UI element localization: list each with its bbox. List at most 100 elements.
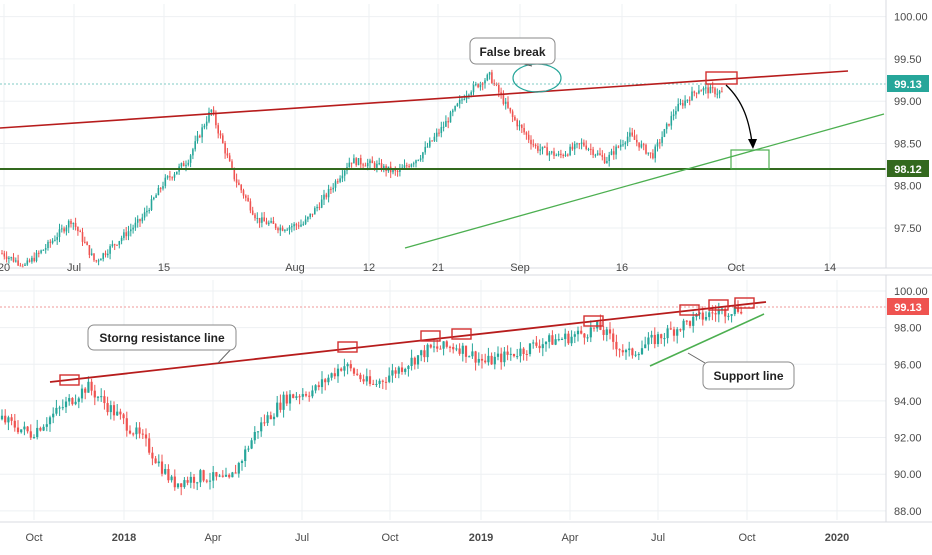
weekly-touch-marker-3[interactable] bbox=[420, 330, 441, 342]
candle-body bbox=[640, 144, 643, 148]
candle-body bbox=[628, 348, 631, 351]
candle-body bbox=[33, 257, 35, 262]
weekly-touch-marker-6[interactable] bbox=[679, 304, 700, 316]
daily-chart-pane[interactable]: False break 100.00 99.50 99.00 98.50 98.00 97… bbox=[0, 0, 929, 268]
candle-body bbox=[268, 222, 270, 225]
candle-body bbox=[192, 149, 194, 156]
candle-body bbox=[394, 370, 397, 374]
weekly-support-trendline[interactable] bbox=[649, 313, 765, 367]
candle-body bbox=[714, 313, 717, 315]
daily-pane-background bbox=[0, 0, 886, 268]
candle-body bbox=[307, 216, 309, 220]
candle-body bbox=[511, 111, 514, 117]
resistance-label-box[interactable]: Storng resistance line bbox=[87, 324, 237, 351]
daily-support-trendline[interactable] bbox=[404, 113, 885, 249]
candle-body bbox=[592, 149, 594, 155]
daily-target-box[interactable] bbox=[730, 149, 770, 170]
candle-body bbox=[285, 394, 288, 404]
candle-body bbox=[500, 92, 502, 95]
candle-body bbox=[185, 164, 187, 167]
weekly-price-axis[interactable]: 100.00 98.00 96.00 94.00 92.00 90.00 88.00 bbox=[894, 286, 928, 518]
candle-body bbox=[608, 329, 612, 334]
support-label-box[interactable]: Support line bbox=[702, 361, 795, 390]
candle-body bbox=[302, 223, 305, 225]
weekly-resistance-trendline[interactable] bbox=[49, 301, 767, 383]
daily-current-price-value: 99.13 bbox=[894, 79, 922, 91]
weekly-touch-marker-1[interactable] bbox=[59, 374, 80, 386]
time-tick-label: Oct bbox=[738, 532, 755, 544]
candle-body bbox=[420, 350, 423, 356]
candle-body bbox=[665, 123, 668, 130]
weekly-touch-marker-7[interactable] bbox=[708, 299, 729, 311]
candle-body bbox=[373, 163, 376, 168]
candle-body bbox=[17, 260, 19, 266]
candle-body bbox=[212, 472, 215, 481]
candle-body bbox=[202, 470, 205, 481]
candle-body bbox=[221, 475, 224, 477]
candle-body bbox=[141, 217, 144, 222]
candle-body bbox=[355, 158, 357, 166]
candle-body bbox=[557, 339, 560, 341]
support-label: Support line bbox=[714, 369, 784, 383]
candle-body bbox=[458, 348, 461, 354]
candle-body bbox=[279, 227, 282, 231]
candle-body bbox=[484, 360, 487, 363]
candle-body bbox=[416, 355, 420, 365]
daily-touch-marker[interactable] bbox=[705, 71, 738, 85]
candle-body bbox=[535, 342, 538, 346]
candle-body bbox=[330, 188, 332, 190]
candle-body bbox=[461, 345, 464, 354]
candle-body bbox=[477, 83, 479, 88]
weekly-chart-pane[interactable]: Storng resistance line Support line 100.… bbox=[0, 275, 929, 522]
weekly-touch-marker-5[interactable] bbox=[583, 315, 604, 327]
weekly-touch-marker-8[interactable] bbox=[734, 297, 755, 309]
candle-body bbox=[74, 401, 77, 405]
candle-body bbox=[400, 367, 404, 372]
price-tick-label: 97.50 bbox=[894, 223, 922, 235]
candle-body bbox=[253, 431, 256, 441]
candle-body bbox=[594, 154, 597, 156]
candle-body bbox=[218, 475, 221, 477]
candle-body bbox=[61, 228, 63, 230]
candle-body bbox=[431, 140, 433, 142]
weekly-touch-marker-4[interactable] bbox=[451, 328, 472, 340]
false-break-label-box[interactable]: False break bbox=[469, 37, 556, 65]
candle-body bbox=[481, 83, 484, 85]
candle-body bbox=[544, 146, 546, 148]
candle-body bbox=[21, 266, 24, 268]
candle-body bbox=[455, 348, 458, 350]
candle-body bbox=[521, 124, 523, 128]
candle-body bbox=[454, 106, 456, 111]
weekly-time-axis[interactable]: Oct 2018 Apr Jul Oct 2019 Apr Jul Oct 2020 bbox=[25, 532, 849, 544]
candle-body bbox=[282, 394, 285, 410]
candle-body bbox=[298, 396, 301, 398]
candle-body bbox=[144, 434, 148, 439]
support-callout-pointer bbox=[687, 352, 706, 364]
candle-body bbox=[247, 448, 250, 450]
candle-body bbox=[353, 158, 355, 164]
weekly-touch-marker-2[interactable] bbox=[337, 341, 358, 353]
candle-body bbox=[621, 350, 624, 353]
candle-body bbox=[281, 227, 284, 231]
candle-body bbox=[692, 316, 695, 326]
candle-body bbox=[362, 164, 364, 166]
candle-body bbox=[343, 170, 346, 176]
candle-body bbox=[718, 91, 721, 94]
candle-body bbox=[276, 402, 279, 417]
daily-time-axis[interactable]: 20 Jul 15 Aug 12 21 Sep 16 Oct 14 bbox=[0, 262, 836, 274]
candle-body bbox=[668, 123, 670, 126]
time-tick-label: Oct bbox=[25, 532, 42, 544]
candle-body bbox=[439, 348, 442, 350]
daily-price-axis[interactable]: 100.00 99.50 99.00 98.50 98.00 97.50 bbox=[894, 12, 928, 235]
candle-body bbox=[52, 413, 55, 418]
candle-body bbox=[238, 182, 240, 185]
candle-body bbox=[93, 253, 95, 261]
candle-body bbox=[708, 312, 711, 318]
price-tick-label: 98.50 bbox=[894, 138, 922, 150]
candle-body bbox=[237, 463, 240, 474]
time-tick-label: Apr bbox=[561, 532, 578, 544]
candle-body bbox=[314, 208, 316, 215]
candle-body bbox=[270, 221, 272, 223]
candle-body bbox=[263, 217, 265, 222]
daily-support-price-value: 98.12 bbox=[894, 164, 922, 176]
